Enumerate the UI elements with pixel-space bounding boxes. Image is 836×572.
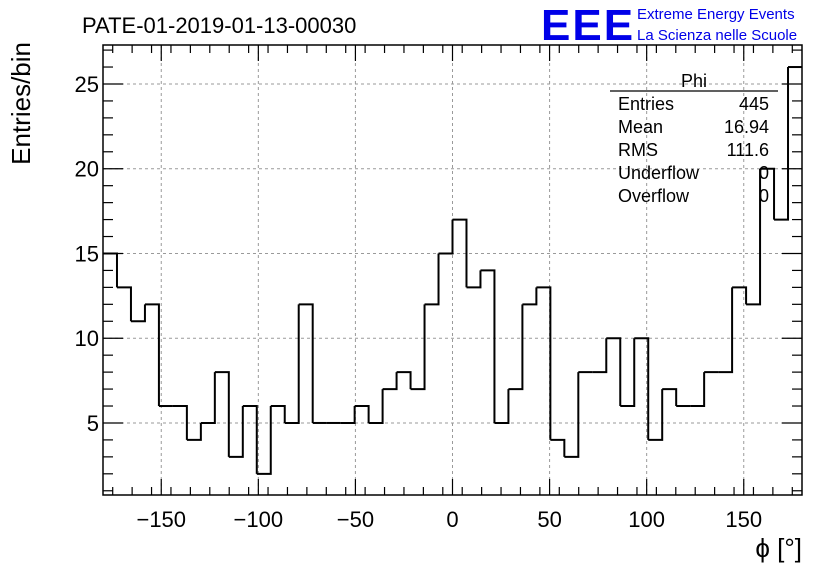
histogram-bin-14 [298, 303, 314, 423]
histogram-bin-21 [396, 371, 412, 390]
histogram-bin-24 [438, 219, 454, 255]
stats-value-0: 445 [739, 94, 769, 114]
y-tick-label-3: 20 [75, 157, 99, 182]
histogram-bin-6 [186, 422, 202, 441]
histogram-bin-37 [620, 338, 636, 408]
histogram-bin-42 [690, 372, 706, 408]
histogram-bin-33 [564, 372, 580, 458]
y-tick-label-4: 25 [75, 72, 99, 97]
stats-box: Phi Entries 445 Mean 16.94 RMS 111.6 Underflow… [610, 71, 778, 206]
x-tick-labels: −150 −100 −50 0 50 100 150 [136, 507, 762, 532]
histogram-bin-38 [634, 337, 650, 440]
histogram-bin-11 [256, 406, 272, 475]
y-tick-labels: 5 10 15 20 25 [75, 72, 99, 436]
histogram-bin-45 [732, 286, 748, 305]
histogram-bin-32 [550, 438, 566, 457]
stats-value-3: 0 [759, 163, 769, 183]
histogram-bin-5 [172, 405, 188, 440]
x-tick-label-6: 150 [725, 507, 762, 532]
histogram-bin-48 [774, 67, 790, 221]
histogram-bin-20 [382, 372, 398, 391]
logo-mark: EEE [541, 1, 635, 50]
y-tick-label-0: 5 [87, 411, 99, 436]
histogram-bin-28 [494, 389, 510, 424]
histogram-bin-17 [340, 406, 356, 424]
logo-line-2: La Scienza nelle Scuole [637, 27, 797, 44]
stats-title: Phi [681, 71, 707, 91]
histogram-bin-2 [130, 304, 146, 323]
stats-value-2: 111.6 [727, 140, 769, 160]
histogram-bin-23 [424, 253, 440, 306]
axis-ticks [103, 45, 802, 495]
histogram-bin-47 [760, 167, 776, 220]
x-tick-label-2: −50 [337, 507, 374, 532]
histogram-bin-46 [746, 168, 762, 306]
histogram-bin-13 [284, 304, 300, 424]
chart-title: PATE-01-2019-01-13-00030 [82, 13, 356, 38]
histogram-bin-3 [144, 303, 160, 407]
histogram-bin-1 [116, 286, 132, 322]
stats-label-2: RMS [618, 140, 658, 160]
eee-logo: EEE Extreme Energy Events La Scienza nel… [541, 1, 797, 50]
stats-rows: Entries 445 Mean 16.94 RMS 111.6 Underflow 0 Ove… [618, 94, 769, 206]
histogram-bin-19 [368, 389, 384, 424]
stats-label-3: Underflow [618, 163, 700, 183]
histogram-bin-26 [466, 270, 482, 289]
histogram-bin-10 [242, 405, 258, 474]
y-tick-label-1: 10 [75, 326, 99, 351]
histogram-bin-44 [718, 287, 734, 374]
logo-line-1: Extreme Energy Events [637, 6, 795, 23]
histogram-bin-18 [354, 405, 370, 423]
x-tick-label-1: −100 [234, 507, 284, 532]
histogram-bin-9 [228, 406, 244, 458]
histogram-bin-22 [410, 304, 426, 391]
histogram-bin-7 [200, 372, 216, 424]
histogram-bin-35 [592, 338, 608, 374]
x-tick-label-3: 0 [446, 507, 458, 532]
x-tick-label-5: 100 [628, 507, 665, 532]
stats-label-4: Overflow [618, 186, 690, 206]
histogram-bin-25 [452, 218, 468, 288]
histogram-bin-30 [522, 287, 538, 306]
histogram-bin-29 [508, 304, 524, 391]
x-axis-label: ϕ [°] [755, 533, 802, 563]
histogram-bin-36 [606, 337, 622, 407]
y-axis-label: Entries/bin [6, 42, 36, 165]
grid-lines [103, 45, 802, 495]
histogram-bin-39 [648, 389, 664, 441]
stats-label-1: Mean [618, 117, 663, 137]
x-tick-label-0: −150 [136, 507, 186, 532]
histogram-bin-8 [214, 371, 230, 457]
histogram-bin-40 [662, 388, 678, 407]
x-tick-label-4: 50 [537, 507, 561, 532]
stats-value-1: 16.94 [724, 117, 769, 137]
stats-value-4: 0 [759, 186, 769, 206]
y-tick-label-2: 15 [75, 241, 99, 266]
histogram-bin-12 [270, 405, 286, 423]
histogram-bin-31 [536, 286, 552, 440]
stats-label-0: Entries [618, 94, 674, 114]
histogram-bin-27 [480, 269, 496, 423]
